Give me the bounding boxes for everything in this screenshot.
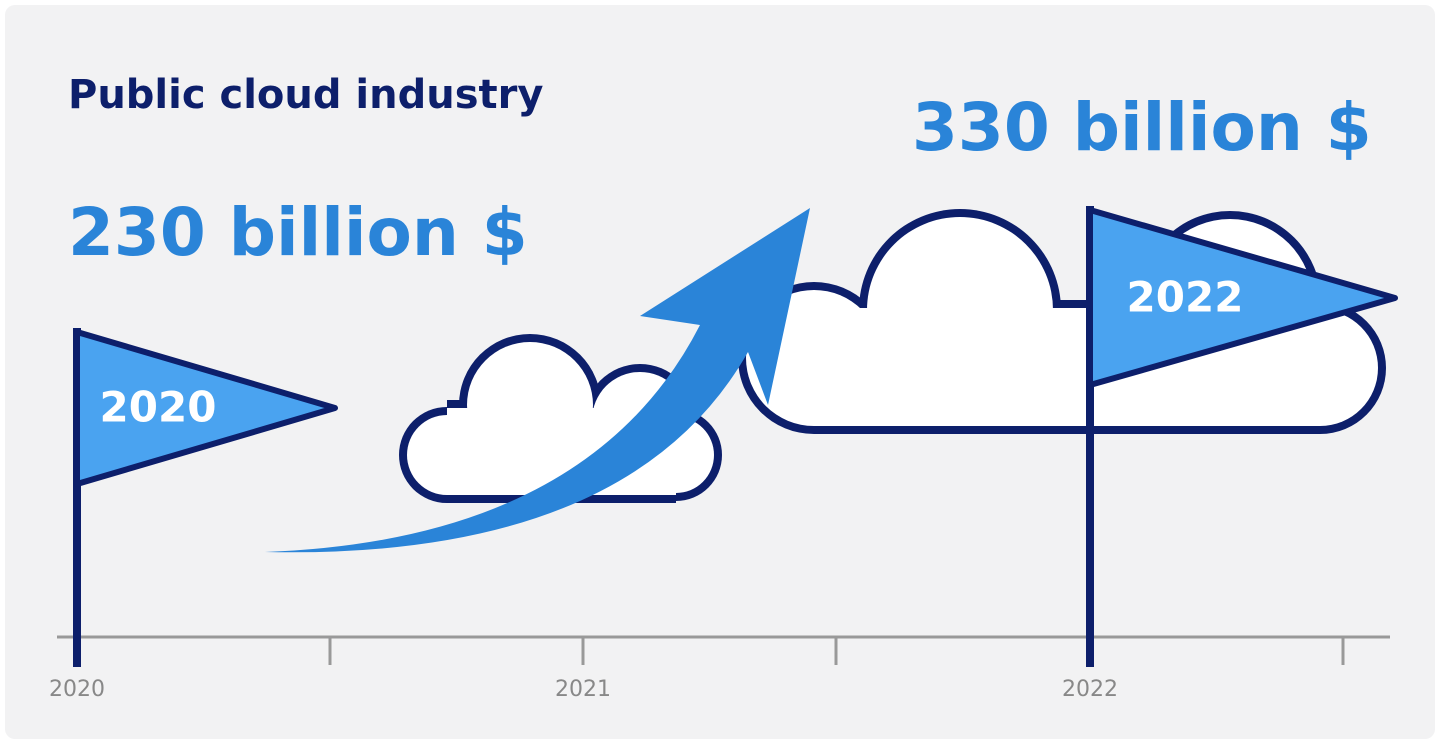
title: Public cloud industry	[68, 72, 543, 118]
amount-2022: 330 billion $	[912, 89, 1372, 166]
flag-label: 2020	[100, 383, 217, 432]
timeline-label: 2022	[1062, 677, 1118, 702]
flag-label: 2022	[1127, 273, 1244, 322]
timeline-label: 2020	[49, 677, 105, 702]
amount-2020: 230 billion $	[68, 194, 528, 271]
timeline-label: 2021	[555, 677, 611, 702]
infographic: Public cloud industry 230 billion $ 330 …	[0, 0, 1438, 742]
